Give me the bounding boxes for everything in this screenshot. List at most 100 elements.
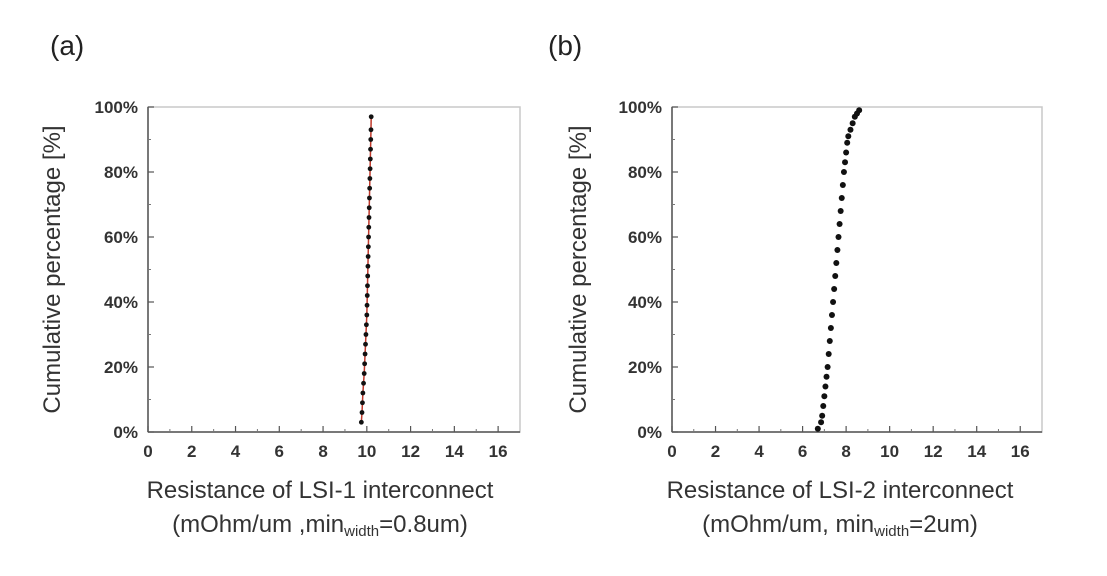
data-point-a bbox=[362, 361, 368, 367]
plot-frame-a bbox=[147, 106, 521, 433]
x-tick-label-a: 14 bbox=[445, 442, 464, 461]
panel-label-a: (a) bbox=[50, 30, 85, 61]
data-point-a bbox=[365, 244, 371, 250]
xlabel-a-line2: (mOhm/um ,minwidth=0.8um) bbox=[100, 508, 540, 549]
xlabel-a-line2-sub: width bbox=[344, 523, 380, 540]
data-point-b bbox=[847, 126, 854, 133]
data-point-a bbox=[368, 127, 374, 133]
data-point-b bbox=[831, 286, 838, 292]
x-tick-label-a: 16 bbox=[489, 442, 508, 461]
data-point-a bbox=[366, 215, 372, 220]
y-tick-label-a: 100% bbox=[95, 98, 138, 117]
data-point-b bbox=[835, 234, 842, 240]
data-point-a bbox=[368, 137, 374, 142]
data-point-b bbox=[837, 208, 844, 214]
data-point-a bbox=[358, 419, 364, 425]
data-point-b bbox=[834, 247, 841, 253]
x-tick-label-b: 14 bbox=[967, 442, 986, 461]
panel-label-b: (b) bbox=[548, 30, 583, 61]
data-point-b bbox=[825, 351, 832, 357]
xlabel-a-line2-post: =0.8um) bbox=[379, 511, 468, 538]
data-point-b bbox=[818, 419, 825, 426]
xlabel-chart-b: Resistance of LSI-2 interconnect (mOhm/u… bbox=[620, 474, 1060, 549]
data-point-b bbox=[824, 364, 831, 370]
y-axis-title-a: Cumulative percentage [%] bbox=[39, 125, 66, 413]
data-point-b bbox=[833, 260, 840, 266]
x-tick-label-b: 0 bbox=[667, 442, 676, 461]
plot-frame-b bbox=[671, 106, 1043, 433]
data-point-a bbox=[364, 293, 370, 298]
data-point-a bbox=[366, 234, 371, 240]
x-tick-label-b: 2 bbox=[711, 442, 720, 461]
xlabel-b-line1: Resistance of LSI-2 interconnect bbox=[666, 477, 1014, 504]
data-point-b bbox=[836, 221, 843, 227]
x-tick-label-b: 16 bbox=[1011, 442, 1030, 461]
data-point-a bbox=[365, 273, 371, 279]
y-tick-label-b: 40% bbox=[628, 293, 662, 312]
data-point-a bbox=[367, 176, 373, 181]
xlabel-b-line2-pre: (mOhm/um, min bbox=[702, 511, 875, 538]
x-tick-label-a: 10 bbox=[357, 442, 376, 461]
data-point-b bbox=[849, 120, 856, 127]
data-point-a bbox=[367, 166, 373, 172]
data-point-a bbox=[360, 390, 366, 396]
data-point-a bbox=[368, 146, 373, 152]
data-point-a bbox=[368, 114, 374, 120]
y-tick-label-b: 20% bbox=[628, 358, 662, 377]
y-tick-label-b: 60% bbox=[628, 228, 662, 247]
data-point-a bbox=[364, 312, 370, 318]
x-tick-label-a: 0 bbox=[143, 442, 152, 461]
data-point-a bbox=[366, 205, 372, 211]
data-point-b bbox=[826, 338, 833, 344]
data-point-b bbox=[832, 273, 839, 279]
data-point-b bbox=[839, 182, 846, 188]
x-tick-label-b: 10 bbox=[880, 442, 899, 461]
xlabel-b-line2-sub: width bbox=[874, 523, 910, 540]
data-point-a bbox=[367, 195, 372, 201]
x-tick-label-a: 8 bbox=[318, 442, 327, 461]
data-point-a bbox=[359, 410, 365, 415]
data-point-a bbox=[363, 322, 369, 328]
data-point-b bbox=[842, 159, 849, 166]
data-point-b bbox=[821, 393, 828, 400]
y-tick-label-b: 0% bbox=[637, 423, 662, 442]
x-tick-label-a: 12 bbox=[401, 442, 420, 461]
data-point-b bbox=[827, 325, 834, 331]
y-axis-title-b: Cumulative percentage [%] bbox=[565, 125, 592, 413]
y-tick-label-a: 60% bbox=[104, 228, 138, 247]
y-tick-label-a: 20% bbox=[104, 358, 138, 377]
data-point-a bbox=[364, 302, 370, 308]
data-point-a bbox=[363, 332, 369, 337]
data-point-a bbox=[366, 224, 372, 230]
xlabel-a-line1: Resistance of LSI-1 interconnect bbox=[146, 477, 494, 504]
data-point-b bbox=[820, 403, 827, 409]
data-point-b bbox=[843, 149, 850, 156]
x-tick-label-a: 4 bbox=[231, 442, 241, 461]
xlabel-b-line2-post: =2um) bbox=[909, 511, 978, 538]
data-point-b bbox=[845, 133, 852, 140]
data-point-a bbox=[367, 185, 373, 191]
data-point-a bbox=[360, 400, 365, 406]
data-point-b bbox=[822, 383, 829, 390]
data-point-b bbox=[823, 373, 830, 380]
xlabel-chart-a: Resistance of LSI-1 interconnect (mOhm/u… bbox=[100, 474, 540, 549]
data-point-b bbox=[844, 139, 851, 146]
y-tick-label-a: 80% bbox=[104, 163, 138, 182]
data-point-a bbox=[361, 371, 367, 376]
data-point-b bbox=[830, 299, 837, 305]
x-tick-label-b: 6 bbox=[798, 442, 807, 461]
series-line-a bbox=[360, 116, 372, 423]
data-point-a bbox=[365, 263, 371, 269]
xlabel-a-line2-pre: (mOhm/um ,min bbox=[172, 511, 345, 538]
y-tick-label-a: 40% bbox=[104, 293, 138, 312]
xlabel-b-line2: (mOhm/um, minwidth=2um) bbox=[620, 508, 1060, 549]
data-point-a bbox=[361, 380, 366, 386]
x-tick-label-b: 8 bbox=[841, 442, 850, 461]
y-tick-label-b: 80% bbox=[628, 163, 662, 182]
x-tick-label-b: 12 bbox=[924, 442, 943, 461]
data-point-b bbox=[856, 107, 863, 114]
data-point-b bbox=[838, 195, 845, 201]
y-tick-label-b: 100% bbox=[619, 98, 662, 117]
data-point-b bbox=[814, 425, 821, 432]
